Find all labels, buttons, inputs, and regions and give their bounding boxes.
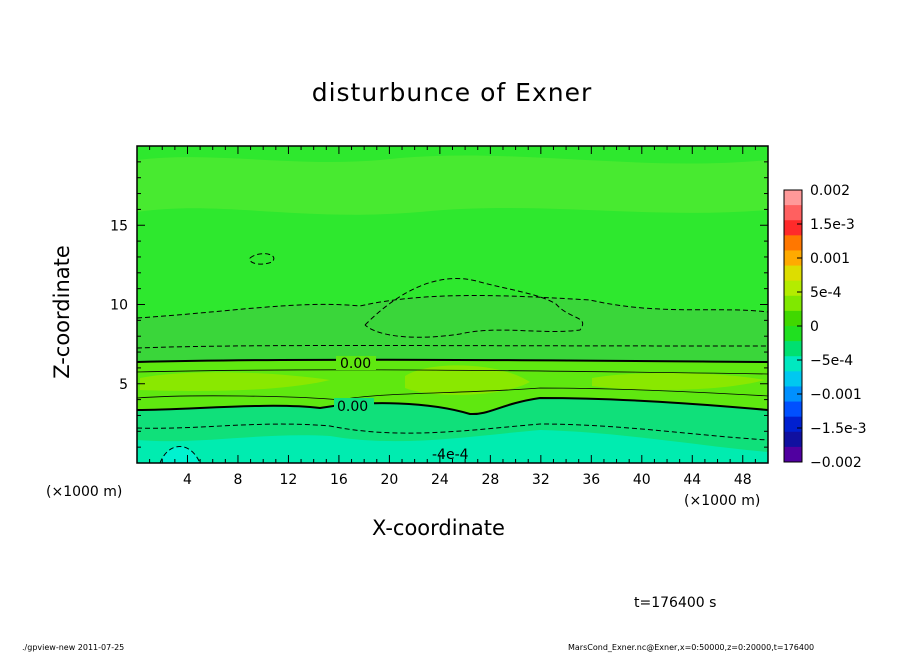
x-tick-label: 32 [532,472,550,488]
x-tick-label: 16 [330,472,348,488]
x-tick-label: 12 [280,472,298,488]
contour-label-zero-upper: 0.00 [340,356,371,372]
colorbar-swatch [784,326,802,342]
field-mid-dark-band [137,295,768,362]
colorbar-label: 0 [810,319,819,335]
field-positive-core-1 [140,372,330,391]
colorbar-swatch [784,416,802,433]
field-cyan-pocket [160,446,200,463]
field-positive-core-3 [592,372,765,390]
colorbar-label: 0.002 [810,183,850,199]
colorbar-swatch [784,295,802,312]
colorbar-swatch [784,431,802,448]
colorbar-swatch [784,220,802,236]
colorbar: 0.002 1.5e-3 0.001 5e-4 0 −5e-4 −0.001 −1.5e-3 −… [783,183,867,471]
contour-dashed-6 [364,278,583,338]
x-axis-label: X-coordinate [372,516,505,540]
colorbar-swatch [784,280,802,297]
colorbar-swatch [784,250,802,267]
x-tick-label: 36 [582,472,600,488]
colorbar-label: −0.002 [810,455,862,471]
contour-dashed-5 [249,253,275,265]
contour-dashed-2 [137,345,768,349]
colorbar-swatch [784,265,802,282]
x-unit-label-right: (×1000 m) [684,493,761,509]
colorbar-swatch [784,235,802,251]
x-tick-label: 48 [734,472,752,488]
y-axis-label: Z-coordinate [50,245,74,379]
colorbar-label: 5e-4 [810,285,842,301]
x-tick-label: 28 [481,472,499,488]
colorbar-swatch [784,341,802,357]
contour-dashed-3 [137,423,768,441]
y-axis: 5 10 15 [110,161,768,448]
contour-thin-1 [137,369,768,375]
y-tick-label: 10 [110,298,128,314]
colorbar-swatch [784,401,802,418]
colorbar-label: −5e-4 [810,353,853,369]
field-negative-core [137,430,768,463]
contour-dashed-1 [137,295,768,319]
field-positive-core-2 [405,365,530,395]
contour-thin-2 [137,387,768,401]
colorbar-swatch [784,386,802,403]
x-tick-label: 20 [380,472,398,488]
colorbar-swatch [784,310,802,327]
x-tick-label: 44 [683,472,701,488]
footer-right: MarsCond_Exner.nc@Exner,x=0:50000,z=0:20… [568,643,815,652]
x-unit-label-left: (×1000 m) [46,484,123,500]
contour-zero-upper [137,358,768,363]
contour-label-zero-lower: 0.00 [337,399,368,415]
colorbar-label: 0.001 [810,251,850,267]
y-tick-label: 5 [119,377,128,393]
colorbar-label: −0.001 [810,387,862,403]
chart-title: disturbunce of Exner [311,78,593,107]
plot-area: 0.00 0.00 -4e-4 [137,146,768,463]
colorbar-label: 1.5e-3 [810,217,855,233]
x-axis: 4 8 12 16 20 24 28 32 36 40 44 48 [149,146,756,488]
colorbar-label: −1.5e-3 [810,421,867,437]
colorbar-swatch [784,205,802,221]
x-tick-label: 8 [233,472,242,488]
x-tick-label: 24 [431,472,449,488]
y-tick-label: 15 [110,218,128,234]
contour-zero-lower [137,396,768,416]
time-annotation: t=176400 s [634,595,717,611]
colorbar-swatch [784,190,802,206]
footer-left: ./gpview-new 2011-07-25 [22,643,125,652]
x-tick-label: 4 [183,472,192,488]
x-tick-label: 40 [633,472,651,488]
field-upper-patch [137,155,768,215]
colorbar-swatch [784,446,802,463]
contour-dashed-4 [159,446,201,463]
colorbar-swatch [784,356,802,372]
colorbar-swatch [784,371,802,387]
contour-label-negative: -4e-4 [432,447,469,463]
